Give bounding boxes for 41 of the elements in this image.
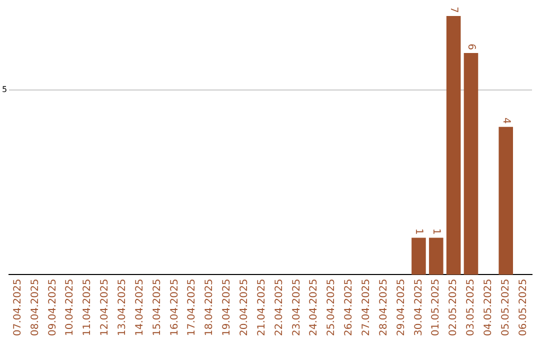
x-tick-label: 03.05.2025	[466, 278, 477, 336]
bar	[428, 238, 444, 275]
x-tick-label: 02.05.2025	[448, 278, 460, 336]
data-label: 6	[465, 44, 476, 50]
x-tick-label: 01.05.2025	[430, 278, 442, 336]
x-tick-label: 08.04.2025	[30, 278, 41, 336]
x-tick-label: 27.04.2025	[361, 278, 372, 336]
x-tick-label: 29.04.2025	[396, 278, 407, 336]
x-tick-label: 13.04.2025	[116, 278, 128, 336]
x-tick-label: 15.04.2025	[152, 278, 163, 336]
x-tick-label: 22.04.2025	[274, 278, 285, 336]
x-tick-label: 20.04.2025	[238, 278, 250, 336]
x-tick-label: 21.04.2025	[256, 278, 268, 336]
x-tick-label: 06.05.2025	[518, 278, 529, 336]
data-label: 4	[500, 118, 512, 124]
x-tick-label: 12.04.2025	[100, 278, 111, 336]
x-tick-label: 05.05.2025	[500, 278, 512, 336]
y-tick-label: 5	[2, 85, 8, 94]
x-tick-label: 25.04.2025	[326, 278, 338, 336]
bar	[464, 52, 478, 275]
x-tick-label: 16.04.2025	[169, 278, 180, 336]
x-tick-label: 09.04.2025	[47, 278, 58, 336]
x-tick-label: 04.05.2025	[483, 278, 494, 336]
x-tick-label: 14.04.2025	[134, 278, 146, 336]
x-tick-label: 19.04.2025	[222, 278, 233, 336]
bar	[446, 16, 461, 275]
data-label: 1	[413, 228, 424, 235]
x-tick-label: 28.04.2025	[378, 278, 390, 336]
bar	[412, 238, 426, 275]
bar	[498, 126, 513, 275]
x-tick-label: 11.04.2025	[82, 278, 94, 336]
x-tick-label: 24.04.2025	[308, 278, 320, 336]
data-label: 1	[430, 228, 442, 235]
data-label: 7	[448, 6, 459, 13]
x-tick-label: 30.04.2025	[413, 278, 424, 336]
x-tick-label: 17.04.2025	[186, 278, 198, 336]
x-tick-label: 07.04.2025	[12, 278, 24, 336]
x-tick-label: 10.04.2025	[64, 278, 76, 336]
x-tick-label: 26.04.2025	[344, 278, 355, 336]
x-tick-label: 18.04.2025	[204, 278, 216, 336]
x-tick-label: 23.04.2025	[291, 278, 302, 336]
